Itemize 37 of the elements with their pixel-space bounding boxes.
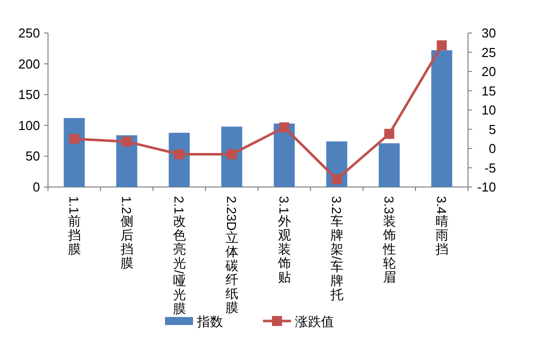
point [69, 134, 80, 144]
y-tick-label: 100 [18, 118, 40, 133]
bar [274, 124, 295, 187]
bar [378, 143, 400, 187]
y2-tick-label: 20 [482, 64, 496, 79]
point [384, 128, 394, 139]
x-tick-label: 3.3装饰性轮眉 [382, 196, 397, 284]
point [122, 136, 132, 147]
point [332, 174, 342, 184]
bar [431, 50, 452, 187]
category-label: 2.23D立体碳纤纸膜 [224, 196, 240, 315]
y2-tick-label: -5 [484, 160, 496, 176]
x-tick-label: 3.1外观装饰贴 [276, 196, 292, 284]
y-tick-label: 250 [18, 26, 40, 40]
x-tick-label: 3.4晴雨挡 [434, 196, 450, 256]
y-tick-label: 150 [18, 87, 40, 102]
legend-label: 指数 [196, 314, 223, 329]
x-tick-label: 1.1前挡膜 [66, 196, 82, 256]
point [226, 149, 237, 160]
y2-tick-label: 25 [482, 44, 496, 60]
y2-tick-label: 0 [488, 141, 496, 156]
y2-tick-label: -10 [477, 180, 496, 194]
y2-tick-label: 5 [488, 122, 496, 137]
bar [64, 118, 85, 187]
point [436, 40, 447, 50]
y-tick-label: 0 [32, 180, 40, 194]
y-tick-label: 200 [18, 56, 40, 72]
x-tick-label: 1.2侧后挡膜 [119, 196, 134, 270]
legend-label: 涨跌值 [295, 314, 334, 329]
point [174, 149, 184, 160]
point [279, 122, 290, 132]
y-tick-label: 50 [26, 148, 40, 164]
category-label: 2.1改色亮光/哑光膜 [172, 196, 187, 316]
y2-tick-label: 30 [482, 26, 496, 40]
y2-tick-label: 15 [482, 83, 496, 98]
category-label: 3.2车牌架/车牌托 [329, 196, 344, 302]
y2-tick-label: 10 [482, 102, 496, 118]
